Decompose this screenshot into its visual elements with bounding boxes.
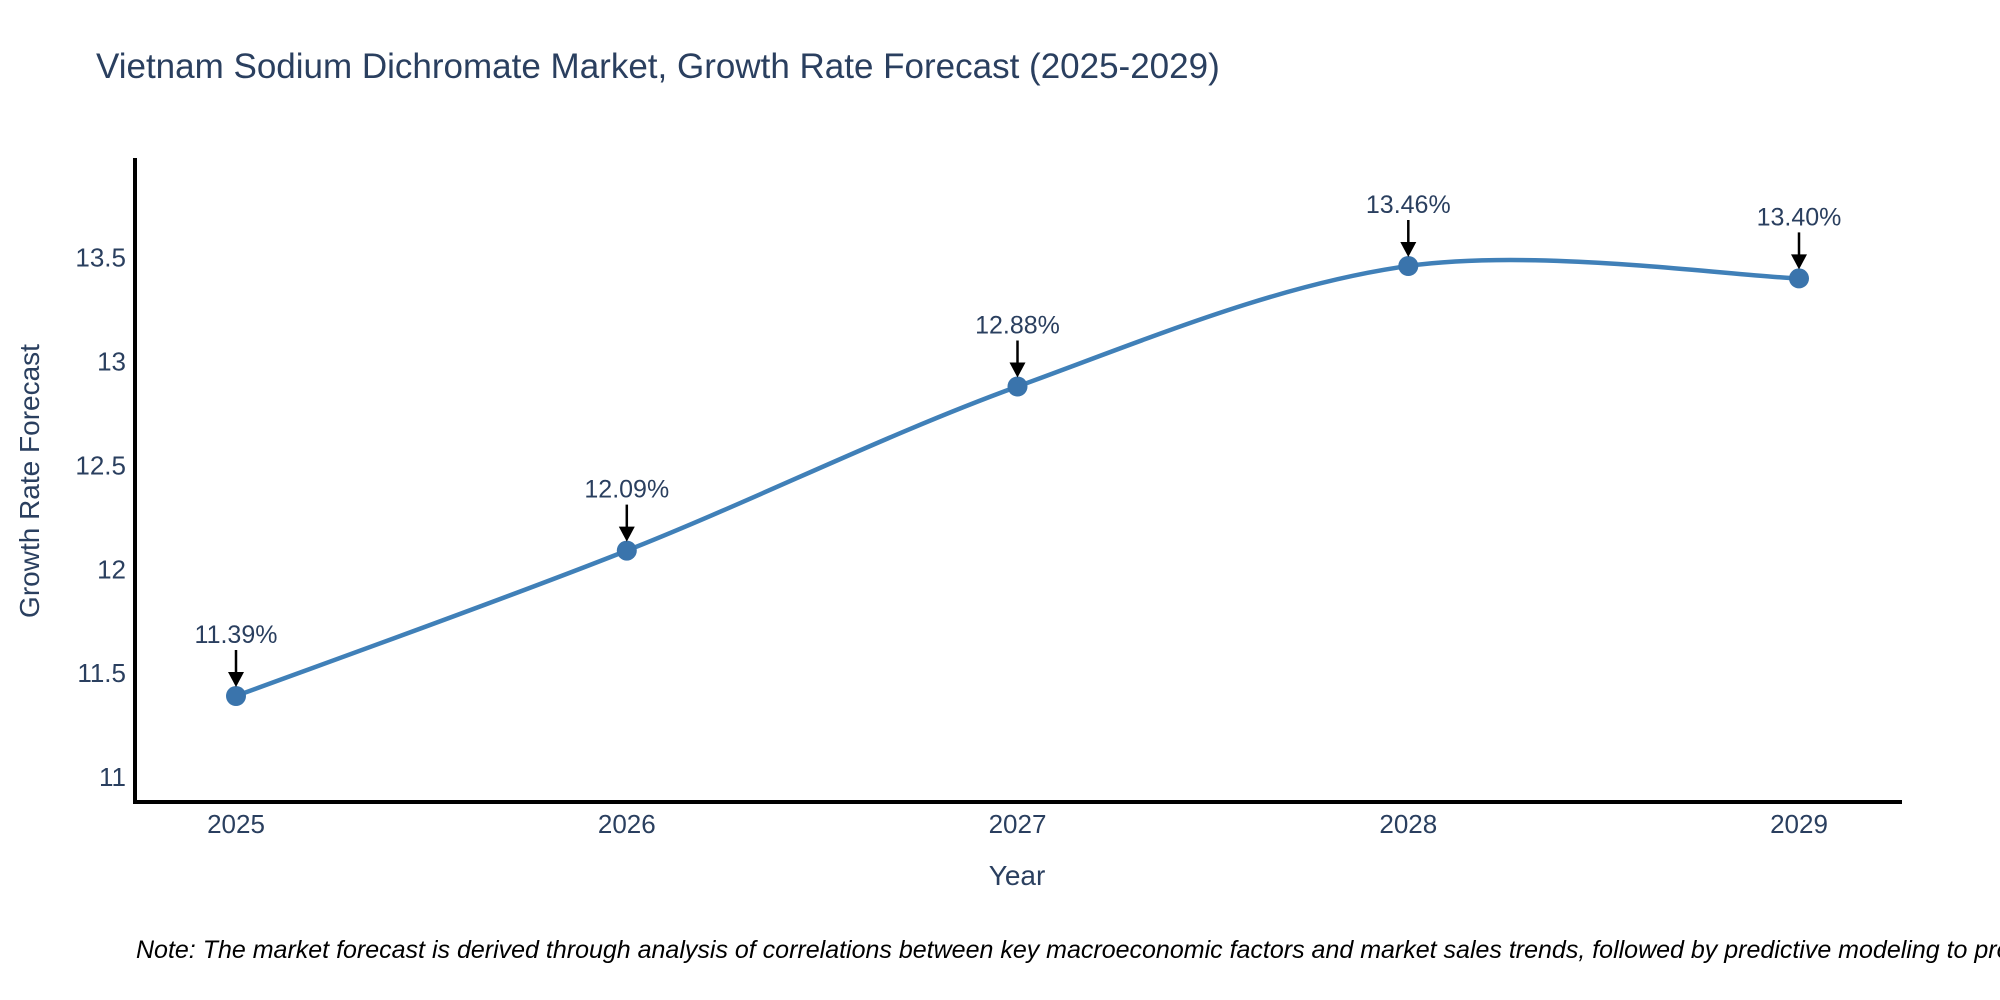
point-annotation-label: 12.88% xyxy=(975,312,1060,340)
y-tick-label: 13.5 xyxy=(75,243,126,273)
annotation-arrow-head xyxy=(228,672,244,687)
y-tick-label: 11 xyxy=(99,762,126,792)
annotation-arrow-head xyxy=(1791,254,1807,270)
x-axis-title: Year xyxy=(988,860,1046,891)
annotation-arrow-head xyxy=(618,526,635,542)
data-point-marker xyxy=(226,686,246,706)
x-tick-label: 2026 xyxy=(598,809,656,839)
x-tick-label: 2028 xyxy=(1379,809,1437,839)
data-point-marker xyxy=(1007,376,1028,397)
y-tick-label: 12.5 xyxy=(75,450,126,480)
y-tick-label: 11.5 xyxy=(77,658,126,688)
y-tick-label: 13 xyxy=(97,347,126,377)
point-annotation-label: 12.09% xyxy=(584,476,669,504)
x-tick-label: 2027 xyxy=(989,809,1047,839)
axis-spines xyxy=(133,158,1902,804)
annotation-arrow-head xyxy=(1400,242,1417,257)
annotation-arrow-head xyxy=(1009,362,1026,378)
point-annotation-label: 11.39% xyxy=(195,621,278,649)
footnote: Note: The market forecast is derived thr… xyxy=(136,936,2000,964)
data-point-marker xyxy=(1398,256,1419,276)
point-annotation-label: 13.40% xyxy=(1757,203,1842,231)
x-tick-label: 2029 xyxy=(1770,809,1828,839)
chart-title: Vietnam Sodium Dichromate Market, Growth… xyxy=(96,47,1220,86)
x-tick-label: 2025 xyxy=(207,809,265,839)
y-tick-label: 12 xyxy=(97,554,126,584)
y-axis-title: Growth Rate Forecast xyxy=(14,344,45,618)
data-point-marker xyxy=(1789,268,1809,289)
data-point-marker xyxy=(616,540,637,561)
point-annotation-label: 13.46% xyxy=(1366,191,1451,219)
